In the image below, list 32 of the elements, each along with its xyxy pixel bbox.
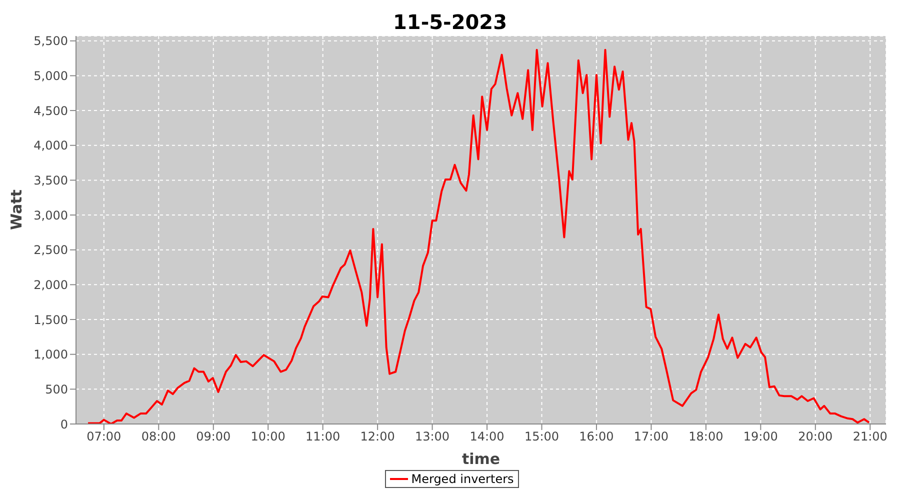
y-tick-label: 3,000	[34, 208, 68, 222]
x-tick-label: 20:00	[798, 430, 833, 444]
y-tick-label: 0	[60, 417, 68, 432]
x-axis-title: time	[462, 450, 500, 468]
chart-title: 11-5-2023	[392, 9, 508, 36]
y-tick-label: 4,000	[34, 138, 68, 153]
x-tick-label: 17:00	[634, 430, 669, 444]
x-tick-label: 09:00	[196, 430, 231, 444]
x-tick-label: 11:00	[306, 430, 340, 444]
x-tick-label: 13:00	[414, 430, 450, 444]
x-tick-label: 18:00	[688, 430, 724, 444]
x-tick-label: 15:00	[524, 430, 560, 444]
y-tick-label: 4,500	[34, 104, 68, 118]
legend-label: Merged inverters	[411, 472, 514, 486]
y-tick-label: 3,500	[34, 173, 68, 188]
line-series	[87, 48, 870, 424]
x-tick-label: 10:00	[250, 430, 286, 444]
y-tick-label: 5,000	[34, 68, 68, 83]
y-tick-label: 5,500	[34, 34, 68, 48]
x-tick-label: 21:00	[852, 430, 888, 444]
x-tick-label: 12:00	[360, 430, 395, 444]
y-tick-label: 500	[45, 382, 68, 396]
x-tick-label: 08:00	[141, 430, 176, 444]
y-tick-label: 2,500	[34, 243, 68, 258]
x-tick-label: 19:00	[743, 430, 778, 444]
y-tick-label: 1,000	[34, 348, 68, 362]
x-tick-label: 07:00	[86, 430, 122, 444]
x-tick-label: 14:00	[470, 430, 504, 444]
y-tick-label: 2,000	[34, 278, 68, 292]
y-axis-title: Watt	[7, 190, 26, 230]
y-tick-label: 1,500	[34, 312, 68, 327]
x-tick-label: 16:00	[579, 430, 614, 444]
